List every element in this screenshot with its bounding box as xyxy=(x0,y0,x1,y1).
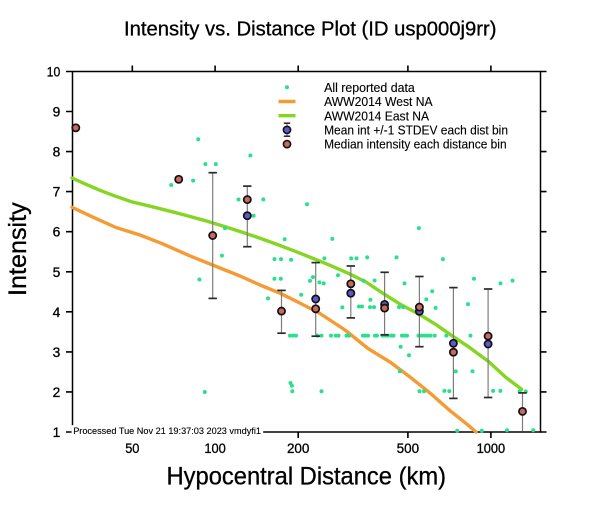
svg-text:All reported data: All reported data xyxy=(324,80,416,95)
svg-text:8: 8 xyxy=(53,145,61,160)
svg-text:Mean int +/-1 STDEV each dist: Mean int +/-1 STDEV each dist bin xyxy=(324,123,508,138)
svg-text:9: 9 xyxy=(53,105,61,120)
svg-text:Intensity vs. Distance Plot (I: Intensity vs. Distance Plot (ID usp000j9… xyxy=(124,18,497,40)
svg-text:100: 100 xyxy=(204,441,226,456)
svg-text:AWW2014 West NA: AWW2014 West NA xyxy=(324,94,433,109)
svg-text:10: 10 xyxy=(47,65,61,80)
svg-text:Hypocentral Distance (km): Hypocentral Distance (km) xyxy=(167,462,447,490)
svg-text:500: 500 xyxy=(397,441,420,456)
svg-text:1000: 1000 xyxy=(477,441,506,456)
svg-text:1: 1 xyxy=(53,425,61,440)
svg-text:50: 50 xyxy=(125,441,139,456)
svg-text:Intensity: Intensity xyxy=(4,202,32,296)
svg-text:Median intensity each distance: Median intensity each distance bin xyxy=(324,137,507,152)
svg-text:4: 4 xyxy=(53,305,61,320)
svg-text:5: 5 xyxy=(53,265,61,280)
svg-text:200: 200 xyxy=(287,441,310,456)
svg-text:3: 3 xyxy=(53,345,61,360)
svg-text:2: 2 xyxy=(53,385,61,400)
svg-text:AWW2014 East NA: AWW2014 East NA xyxy=(324,108,429,123)
svg-text:Processed Tue Nov 21 19:37:03: Processed Tue Nov 21 19:37:03 2023 vmdyf… xyxy=(73,426,261,436)
svg-text:6: 6 xyxy=(53,225,61,240)
svg-text:7: 7 xyxy=(53,185,61,200)
